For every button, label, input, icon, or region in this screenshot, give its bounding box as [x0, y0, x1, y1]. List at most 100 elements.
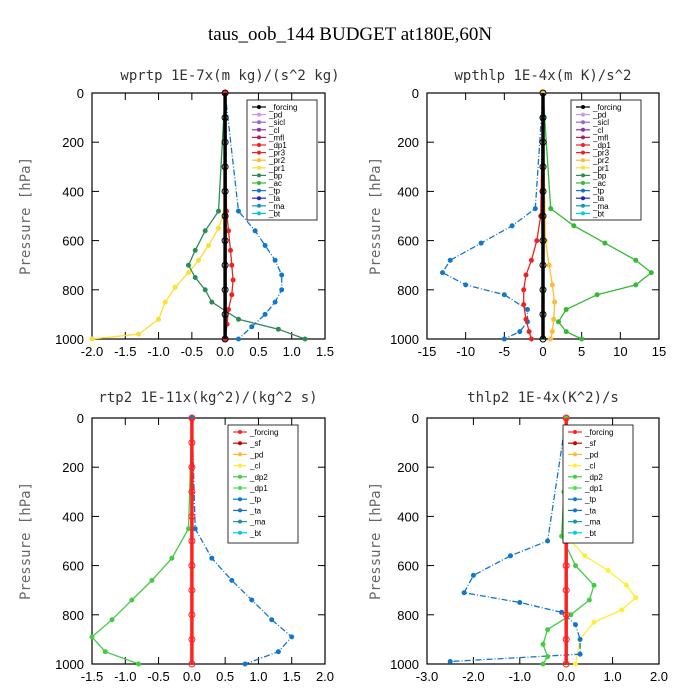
legend-marker — [257, 127, 261, 132]
x-tick-label: 1.5 — [283, 669, 301, 684]
data-point-rtp2_forcing — [562, 635, 570, 643]
y-tick-label: 600 — [397, 234, 419, 249]
x-tick-label: 1.0 — [283, 344, 301, 359]
legend-marker — [257, 165, 261, 170]
data-point-forcing — [539, 212, 547, 220]
data-point-bp — [192, 275, 198, 280]
legend-label: _ac — [268, 179, 282, 188]
series-line-rtp2_tp — [450, 417, 581, 663]
data-point-dp1 — [528, 257, 534, 263]
data-point-pr2 — [549, 282, 555, 288]
legend-marker — [257, 181, 261, 185]
data-point-rtp2_forcing — [188, 414, 196, 422]
legend-marker — [257, 196, 261, 201]
y-tick-label: 400 — [397, 184, 419, 199]
data-point-pr1 — [136, 331, 142, 337]
y-tick-label: 800 — [397, 608, 419, 623]
data-point-tp — [252, 228, 258, 234]
data-point-forcing — [221, 286, 229, 294]
x-tick-label: -5 — [499, 344, 511, 359]
legend-label: _sf — [249, 439, 261, 448]
data-point-bp — [216, 208, 221, 214]
data-point-rtp2_tp — [470, 572, 476, 578]
legend-marker — [238, 463, 242, 468]
x-tick-label: -3.0 — [416, 669, 438, 684]
data-point-tp — [509, 223, 515, 229]
legend-label: _tp — [249, 495, 262, 504]
legend-marker — [573, 463, 577, 468]
data-point-rtp2_tp — [545, 538, 551, 544]
x-tick-label: 0.5 — [216, 669, 234, 684]
legend-label: _bt — [268, 209, 281, 218]
data-point-rtp2_cl — [605, 568, 611, 573]
data-point-rtp2_tp — [573, 622, 578, 628]
legend-marker — [573, 530, 577, 535]
data-point-rtp2_tp — [508, 553, 513, 559]
y-tick-label: 200 — [397, 460, 419, 475]
x-tick-label: 0.5 — [249, 344, 267, 359]
legend-label: _ma — [584, 518, 601, 527]
data-point-forcing — [221, 261, 229, 269]
data-point-forcing — [221, 310, 229, 318]
data-point-rtp2_tp — [577, 651, 583, 657]
data-point-rtp2_tp — [447, 659, 453, 664]
data-point-forcing — [221, 114, 229, 122]
data-point-rtp2_forcing — [188, 463, 196, 471]
legend-marker — [581, 143, 585, 147]
data-point-pr2 — [552, 299, 558, 305]
panel-title: wpthlp 1E-4x(m K)/s^2 — [454, 68, 631, 84]
data-point-dp2 — [545, 627, 551, 633]
data-point-forcing — [221, 335, 229, 343]
legend-marker — [573, 441, 577, 446]
x-tick-label: -1.0 — [114, 669, 136, 684]
data-point-rtp2_forcing — [188, 586, 196, 594]
legend-label: _forcing — [268, 103, 297, 112]
legend-label: _bt — [249, 529, 262, 538]
legend-marker — [581, 211, 585, 216]
data-point-rtp2_tp — [249, 597, 255, 603]
data-point-rtp2_tp — [461, 590, 467, 596]
legend-marker — [581, 203, 585, 208]
data-point-rtp2_forcing — [188, 660, 196, 668]
legend-marker — [581, 196, 585, 201]
legend-label: _ta — [268, 194, 281, 203]
legend-label: _ma — [268, 202, 285, 211]
data-point-forcing — [539, 237, 547, 245]
data-point-tp — [525, 307, 530, 312]
data-point-forcing — [221, 187, 229, 195]
legend-marker — [238, 441, 242, 446]
data-point-forcing — [221, 212, 229, 220]
data-point-tp — [262, 243, 268, 248]
data-point-forcing — [221, 89, 229, 97]
data-point-rtp2_forcing — [188, 562, 196, 570]
data-point-bp — [192, 247, 198, 253]
y-tick-label: 800 — [62, 608, 84, 623]
legend-label: _mfl — [268, 133, 284, 142]
data-point-tp — [440, 270, 445, 276]
legend-label: _bt — [584, 529, 597, 538]
legend-label: _dp1 — [268, 141, 287, 150]
legend-label: _pd — [584, 450, 598, 459]
data-point-ac — [548, 206, 554, 212]
data-point-rtp2_forcing — [562, 562, 570, 570]
data-point-dp2 — [573, 563, 578, 569]
data-point-dp1 — [229, 262, 235, 268]
y-tick-label: 800 — [397, 283, 419, 298]
y-tick-label: 1000 — [390, 657, 419, 672]
legend-marker — [573, 519, 577, 524]
data-point-forcing — [221, 138, 229, 146]
x-tick-label: 0.0 — [557, 669, 575, 684]
data-point-rtp2_forcing — [562, 660, 570, 668]
data-point-rtp2_forcing — [188, 439, 196, 447]
data-point-dp1 — [521, 287, 527, 293]
y-tick-label: 1000 — [55, 657, 84, 672]
legend-label: _pd — [592, 111, 606, 120]
legend-label: _ac — [592, 179, 606, 188]
legend-label: _pd — [249, 450, 263, 459]
legend-label: _pr3 — [268, 149, 286, 158]
data-point-forcing — [221, 163, 229, 171]
legend-marker — [257, 135, 261, 140]
data-point-dp2 — [109, 617, 115, 623]
data-point-dp2 — [586, 597, 592, 603]
data-point-dp1 — [528, 336, 534, 342]
